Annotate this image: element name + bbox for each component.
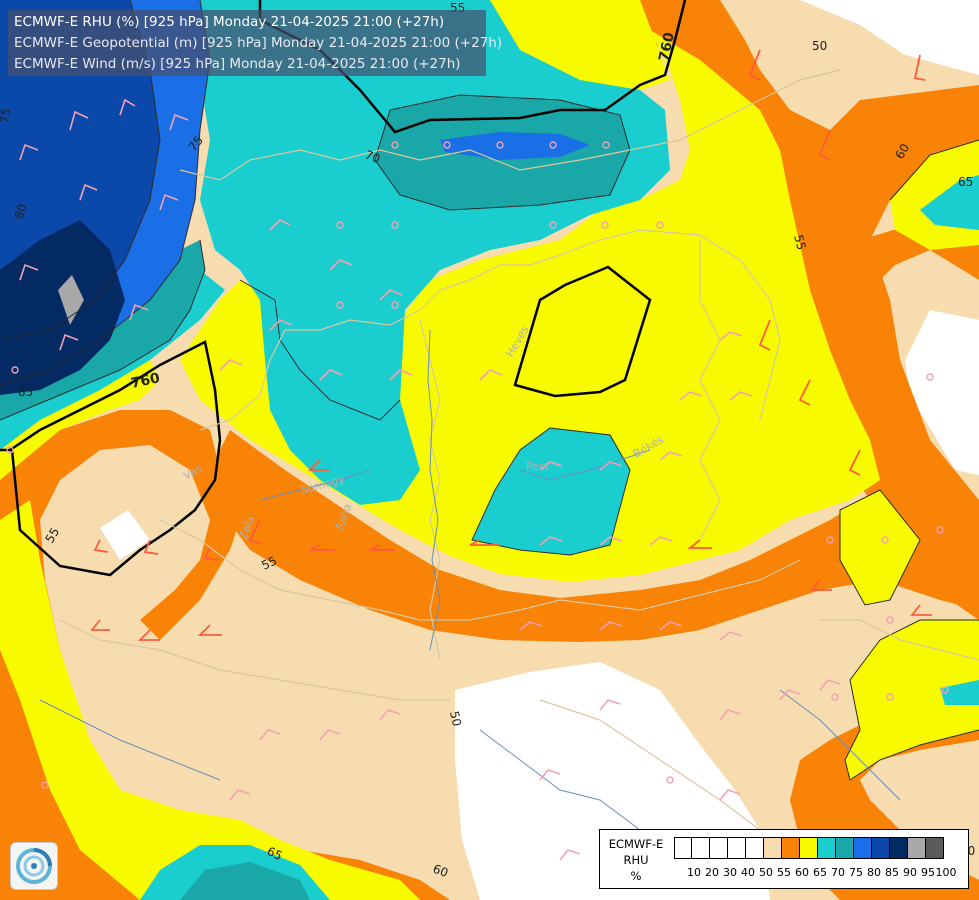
rh-below-50-region-w	[100, 510, 150, 560]
legend-swatch	[818, 837, 836, 859]
legend-tick-label: 30	[723, 866, 737, 879]
legend-tick-label: 40	[741, 866, 755, 879]
gh-760-label-w: 760	[130, 370, 162, 392]
legend-unit: %	[630, 869, 642, 883]
rh-75-label-b: 75	[0, 107, 14, 124]
rh-60-65-region-n	[480, 0, 670, 90]
rh-65-70-region-center	[472, 428, 630, 555]
legend-tick-label: 60	[795, 866, 809, 879]
legend-swatch	[746, 837, 764, 859]
legend-swatch	[692, 837, 710, 859]
rh-85-90-region	[0, 220, 125, 395]
legend-label: ECMWF-E RHU %	[600, 836, 672, 884]
title-line-wind: ECMWF-E Wind (m/s) [925 hPa] Monday 21-0…	[14, 56, 461, 72]
title-line-geopotential: ECMWF-E Geopotential (m) [925 hPa] Monda…	[14, 35, 503, 51]
legend-tick-label: 65	[813, 866, 827, 879]
ecmwf-swirl-icon[interactable]	[10, 842, 58, 890]
legend-tick-label: 75	[849, 866, 863, 879]
rh-50-label-mid: 50	[447, 710, 464, 728]
wind-barbs-light	[19, 98, 841, 861]
rh-65-label-right: 65	[958, 175, 973, 189]
legend-tick-label: 90	[903, 866, 917, 879]
rh-65-70-region-e	[920, 175, 979, 230]
legend-tick-label: 100	[935, 866, 957, 879]
legend-swatch	[710, 837, 728, 859]
title-line-rhu: ECMWF-E RHU (%) [925 hPa] Monday 21-04-2…	[14, 14, 445, 30]
legend-swatch	[854, 837, 872, 859]
rh-80-label: 80	[12, 202, 30, 221]
wind-barbs-strong	[90, 49, 932, 641]
place-label-pest: Pest	[526, 460, 550, 473]
legend-swatch	[764, 837, 782, 859]
rh-55-label-left: 55	[42, 525, 62, 545]
rh-55-label-right: 55	[791, 233, 808, 251]
wind-calm-markers	[6, 141, 949, 864]
legend-name: RHU	[623, 853, 649, 867]
rh-55-label-mid: 55	[259, 554, 279, 573]
rh-65-70-region-se	[940, 680, 979, 705]
legend-tick-label: 50	[759, 866, 773, 879]
rh-85-label: 85	[18, 385, 33, 399]
gh-760-label-n: 760	[656, 31, 678, 63]
rh-70-label: 70	[363, 148, 382, 166]
legend-tick-label: 80	[867, 866, 881, 879]
legend-tick-label: 95	[921, 866, 935, 879]
legend-variable: ECMWF-E	[608, 837, 664, 851]
rh-50-label-top: 50	[812, 39, 827, 53]
rh-70-75-region-s	[180, 862, 310, 900]
legend-swatch	[890, 837, 908, 859]
rh-60-65-region-w	[0, 500, 420, 900]
legend-tick-label: 10	[687, 866, 701, 879]
legend-tick-label: 85	[885, 866, 899, 879]
rh-60-label-right: 60	[892, 141, 912, 161]
borders	[59, 69, 979, 831]
legend-swatch	[926, 837, 944, 859]
legend-swatch	[800, 837, 818, 859]
rh-below-50-region-e	[905, 310, 979, 475]
rh-below-50-region-ne	[800, 0, 979, 75]
rh-60-label-bottom: 60	[431, 862, 450, 880]
legend-tick-label: 55	[777, 866, 791, 879]
legend-swatch	[782, 837, 800, 859]
rh-60-65-region-se	[845, 620, 979, 780]
legend-tick-label: 20	[705, 866, 719, 879]
legend-swatch	[908, 837, 926, 859]
rh-90-95-region	[58, 275, 84, 325]
legend-ticks: 10 20 30 40 50 55 60 65 70 75 80 85 90 95 100	[674, 866, 964, 882]
legend-color-bar	[674, 837, 944, 859]
contour-labels: 760 760 55 50 60 65 55 70 75 75 80 85 55…	[0, 1, 975, 880]
color-legend: ECMWF-E RHU % 10 20 30 40 50 55 60 65 70 75 80 85 90…	[599, 829, 969, 889]
legend-swatch	[728, 837, 746, 859]
legend-swatch	[836, 837, 854, 859]
rh-contours	[0, 0, 979, 781]
map-title-box: ECMWF-E RHU (%) [925 hPa] Monday 21-04-2…	[8, 10, 503, 76]
rh-55-60-region-center	[210, 430, 979, 642]
legend-swatch	[674, 837, 692, 859]
legend-swatch	[872, 837, 890, 859]
rh-65-label-bottom: 65	[265, 844, 285, 863]
legend-tick-label: 70	[831, 866, 845, 879]
rh-60-65-region-e	[840, 490, 920, 605]
